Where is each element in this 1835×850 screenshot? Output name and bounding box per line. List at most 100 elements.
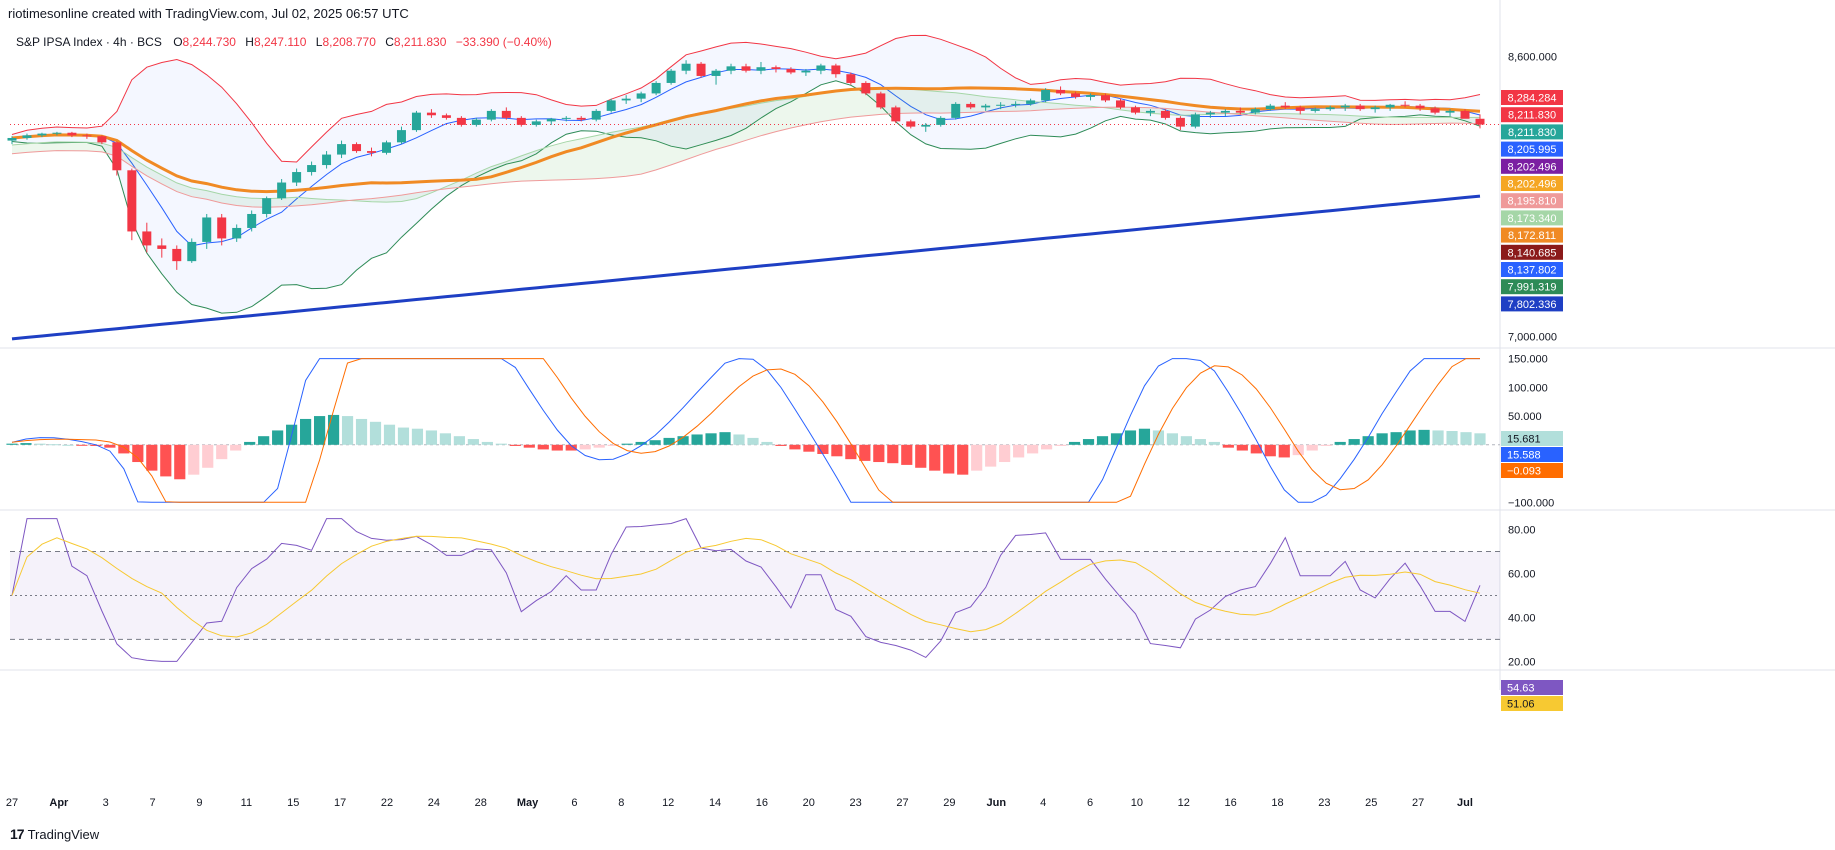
macd-histogram-bar [258,436,270,445]
candle-body [142,231,152,246]
candle-body [966,103,976,108]
price-label-value: 8,195.810 [1508,196,1557,208]
change-value: −33.390 (−0.40%) [455,35,552,49]
macd-histogram-bar [1166,433,1179,445]
macd-histogram-bar [1124,430,1137,445]
candle-body [1160,110,1170,118]
macd-histogram-bar [1264,444,1276,457]
macd-histogram-bar [1474,433,1486,445]
rsi-line [11,517,1481,662]
macd-label-box [1501,447,1563,462]
price-label-value: 7,802.336 [1508,299,1557,311]
macd-histogram-bar [565,444,577,451]
candle-body [981,105,991,108]
candle-body [22,135,32,138]
time-axis-tick: 24 [428,797,440,809]
macd-histogram-bar [943,444,955,474]
macd-histogram-bar [1152,430,1165,445]
price-label-box [1501,90,1563,105]
price-axis-tick: 8,600.000 [1508,52,1557,64]
macd-histogram-bar [425,430,438,445]
macd-histogram-bar [621,443,633,445]
macd-histogram-bar [831,444,843,457]
macd-histogram-bar [1027,444,1039,454]
macd-histogram-bar [397,427,410,445]
macd-histogram-bar [537,444,549,450]
macd-histogram-bar [775,444,787,446]
time-axis-tick: 27 [6,797,18,809]
macd-histogram-bar [747,437,759,445]
rsi-axis-tick: 40.00 [1508,612,1536,624]
macd-histogram-bar [789,444,801,450]
time-axis-tick: 27 [1412,797,1424,809]
candle-body [936,117,946,125]
macd-histogram-bar [76,444,88,446]
macd-histogram-bar [244,441,256,445]
candle-body [97,136,107,143]
footer-brand: 17 TradingView [10,826,99,842]
macd-label-value: −0.093 [1507,466,1541,478]
price-label-box [1501,279,1563,295]
candle-body [262,198,272,214]
macd-histogram-bar [803,444,815,452]
candle-body [591,110,601,120]
macd-histogram-bar [957,444,969,475]
macd-histogram-bar [146,444,158,471]
price-label-box [1501,296,1563,312]
candle-body [1430,108,1440,113]
candle-body [921,124,931,127]
close-value: 8,211.830 [393,35,447,49]
macd-histogram-bar [999,444,1011,463]
price-label-value: 8,202.496 [1508,179,1557,191]
macd-histogram-bar [1306,444,1318,451]
macd-label-box [1501,463,1563,478]
macd-histogram-bar [202,444,214,468]
macd-histogram-bar [355,418,368,445]
price-label-box [1501,262,1563,277]
candle-body [426,112,436,116]
macd-histogram-bar [1222,444,1234,448]
macd-histogram-bar [971,444,983,471]
macd-histogram-bar [859,444,871,461]
macd-axis-tick: 100.000 [1508,382,1548,394]
price-label-value: 8,284.284 [1508,93,1557,105]
macd-histogram-bar [593,444,605,448]
candle-body [561,117,571,119]
macd-histogram-bar [6,443,18,445]
candle-body [621,98,631,101]
macd-histogram-bar [1013,444,1025,458]
macd-histogram-bar [1460,432,1472,445]
symbol-title[interactable]: S&P IPSA Index · 4h · BCS [16,35,162,49]
candle-body [546,118,556,122]
macd-histogram-bar [104,444,116,448]
price-label-box [1501,141,1563,157]
time-axis-tick: 9 [196,797,202,809]
macd-histogram-bar [1376,433,1388,445]
price-label-value: 8,202.496 [1508,161,1557,173]
candle-body [651,82,661,94]
macd-histogram-bar [1278,444,1290,458]
macd-histogram-bar [873,444,885,463]
candle-body [1310,109,1320,111]
time-axis-tick: 16 [1225,797,1237,809]
candle-body [67,132,77,136]
candle-body [52,132,62,134]
macd-histogram-bar [1320,444,1332,446]
time-axis-tick: 7 [150,797,156,809]
macd-histogram-bar [1348,439,1360,445]
candle-body [891,107,901,122]
rsi-axis-tick: 80.00 [1508,525,1536,537]
macd-histogram-bar [174,444,186,480]
macd-histogram-bar [1362,436,1374,445]
time-axis-tick: 8 [618,797,624,809]
time-axis: 27 Apr 3 7 9 11 15 17 22 24 28 May 6 8 12 14 16 20 23 27 29 J… [6,797,1473,809]
candle-body [996,104,1006,106]
macd-histogram-bar [439,433,451,445]
candle-body [1086,95,1096,97]
macd-histogram-bar [383,424,396,445]
macd-histogram-bar [551,444,563,451]
macd-histogram-bar [705,433,717,445]
candle-body [292,172,302,183]
macd-histogram-bar [272,430,284,445]
